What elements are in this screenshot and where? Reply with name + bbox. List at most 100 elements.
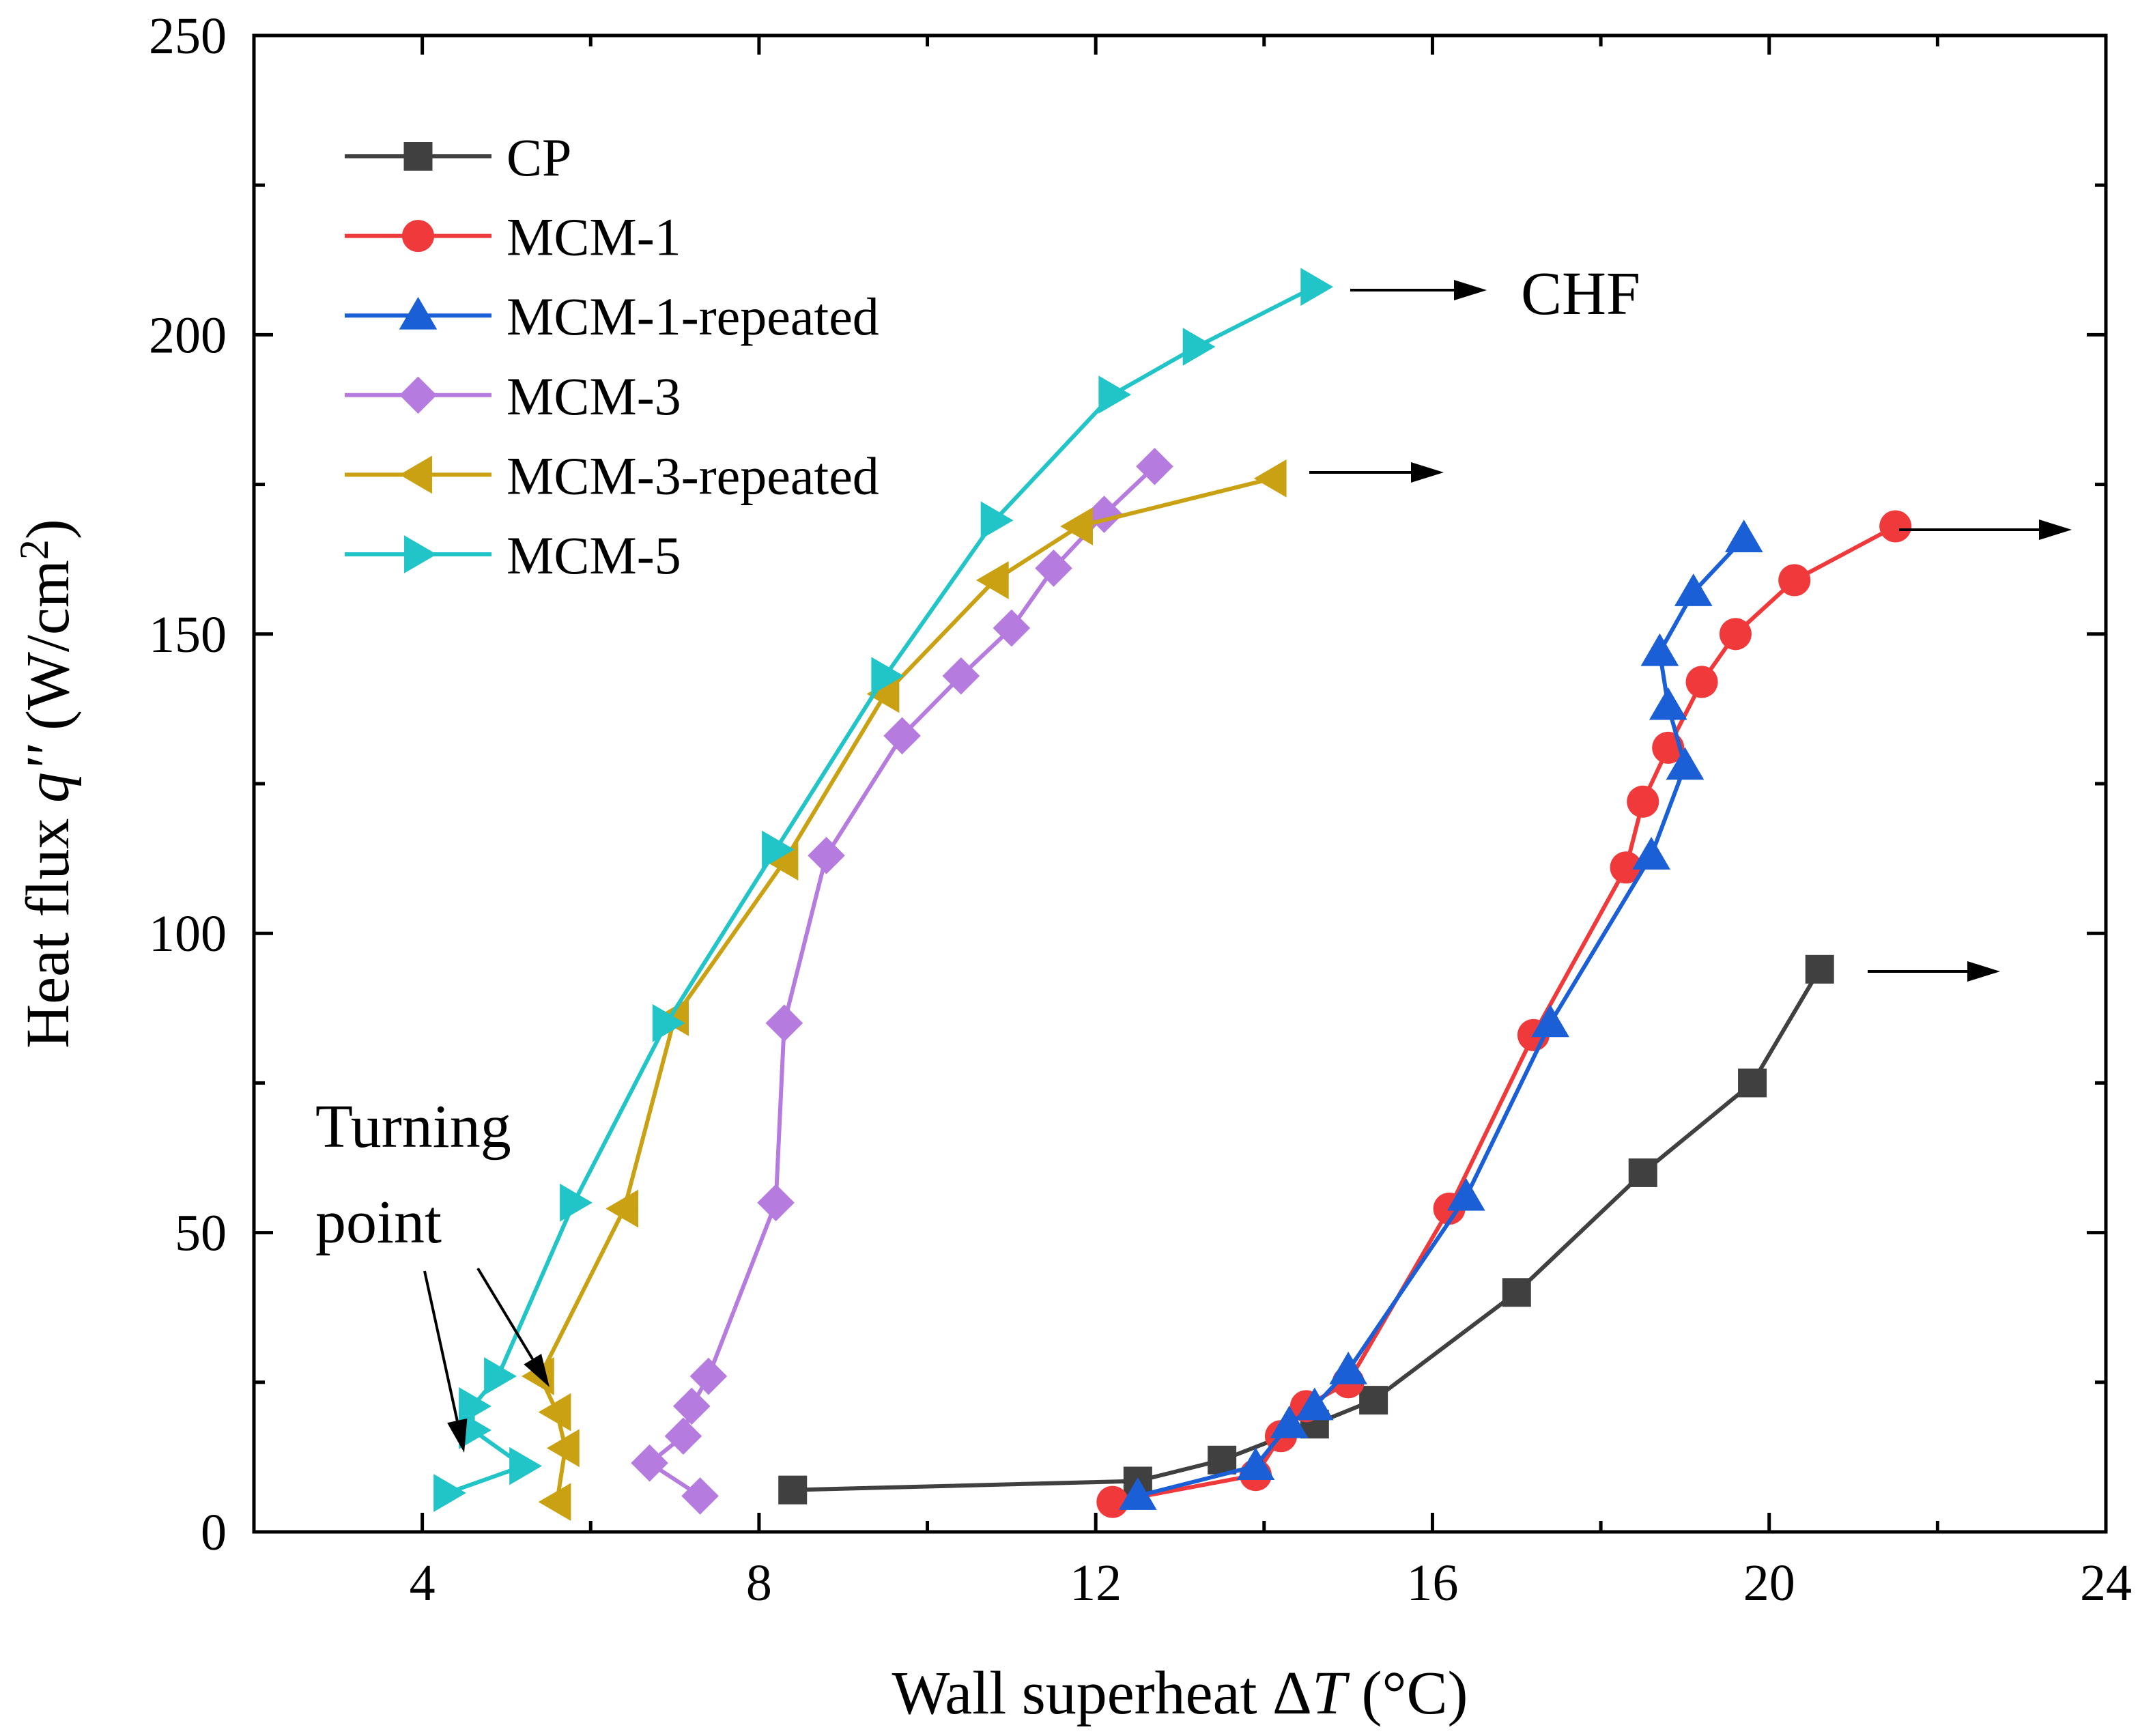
turning-point-arrow-mcm-5-head bbox=[447, 1418, 468, 1453]
data-point-mcm-1 bbox=[1627, 785, 1659, 818]
series-mcm-3 bbox=[631, 447, 1173, 1515]
legend-label-mcm-1-repeated: MCM-1-repeated bbox=[507, 287, 879, 346]
x-tick-label: 4 bbox=[410, 1554, 436, 1612]
legend-marker-mcm-1-repeated bbox=[399, 296, 438, 330]
data-series bbox=[433, 268, 1912, 1522]
legend-label-mcm-3: MCM-3 bbox=[507, 367, 681, 426]
data-point-cp bbox=[1502, 1278, 1531, 1307]
chf-label: CHF bbox=[1521, 260, 1640, 328]
data-point-mcm-3 bbox=[689, 1357, 728, 1395]
legend-label-mcm-3-repeated: MCM-3-repeated bbox=[507, 446, 879, 505]
chf-arrow-cp-head bbox=[1967, 961, 2000, 982]
legend-item-mcm-1: MCM-1 bbox=[345, 208, 681, 267]
chf-arrow-mcm-1 bbox=[1899, 520, 2072, 540]
data-point-mcm-3 bbox=[631, 1444, 668, 1482]
turning-point-arrow-mcm-3-repeated bbox=[476, 1267, 550, 1387]
data-point-mcm-5 bbox=[484, 1357, 517, 1395]
data-point-mcm-5 bbox=[652, 1004, 685, 1042]
legend-label-mcm-1: MCM-1 bbox=[507, 208, 681, 267]
data-point-mcm-1-repeated bbox=[1236, 1447, 1275, 1481]
data-point-mcm-1-repeated bbox=[1724, 520, 1763, 552]
plot-frame bbox=[252, 33, 2108, 1534]
data-point-cp bbox=[1628, 1158, 1657, 1187]
data-point-mcm-3-repeated bbox=[866, 674, 900, 713]
data-point-mcm-3-repeated bbox=[975, 561, 1009, 599]
turning-point-label-line2: point bbox=[315, 1189, 442, 1256]
series-mcm-1-repeated bbox=[1118, 520, 1763, 1510]
y-tick-label: 0 bbox=[201, 1504, 227, 1561]
data-point-mcm-3-repeated bbox=[546, 1429, 580, 1468]
data-point-mcm-5 bbox=[1182, 328, 1216, 366]
tick-labels: 4 8 12 16 20 24 0 50 100 150 200 250 bbox=[149, 8, 2132, 1612]
x-tick-label: 24 bbox=[2080, 1554, 2132, 1612]
data-point-mcm-3 bbox=[808, 836, 845, 874]
data-point-mcm-1-repeated bbox=[1640, 633, 1679, 666]
data-point-mcm-5 bbox=[1098, 375, 1132, 414]
data-point-mcm-5 bbox=[433, 1474, 466, 1512]
data-point-mcm-3 bbox=[765, 1004, 803, 1042]
data-point-mcm-1-repeated bbox=[1270, 1405, 1309, 1438]
data-point-mcm-3 bbox=[664, 1417, 702, 1455]
data-point-mcm-1 bbox=[1685, 666, 1718, 698]
turning-point-arrow-mcm-5 bbox=[423, 1270, 468, 1453]
chf-arrow-mcm-3-repeated bbox=[1309, 462, 1444, 483]
data-point-mcm-1-repeated bbox=[1666, 747, 1705, 780]
data-point-mcm-3 bbox=[883, 717, 921, 755]
data-point-mcm-3-repeated bbox=[538, 1483, 571, 1522]
x-axis-title: Wall superheat ΔT (°C) bbox=[892, 1660, 1468, 1727]
y-tick-label: 250 bbox=[149, 8, 227, 65]
legend-item-cp: CP bbox=[345, 128, 571, 187]
data-point-mcm-3 bbox=[681, 1477, 719, 1515]
legend-item-mcm-5: MCM-5 bbox=[345, 526, 681, 585]
series-mcm-3-repeated bbox=[521, 459, 1287, 1522]
data-point-mcm-3 bbox=[672, 1387, 711, 1425]
data-point-cp bbox=[778, 1475, 808, 1505]
data-point-cp bbox=[1738, 1068, 1767, 1098]
y-tick-label: 200 bbox=[149, 307, 227, 364]
data-point-mcm-5 bbox=[980, 501, 1014, 540]
data-point-mcm-1-repeated bbox=[1674, 573, 1713, 606]
chf-arrow-mcm-5 bbox=[1350, 280, 1487, 300]
y-tick-label: 50 bbox=[175, 1205, 227, 1262]
chf-arrow-cp bbox=[1868, 961, 2000, 982]
x-tick-label: 20 bbox=[1743, 1554, 1795, 1612]
x-tick-label: 8 bbox=[746, 1554, 772, 1612]
y-tick-label: 150 bbox=[149, 606, 227, 664]
x-tick-label: 12 bbox=[1070, 1554, 1122, 1612]
legend: CP MCM-1 MCM-1-repeated MCM-3 MCM-3-repeated… bbox=[345, 128, 879, 585]
turning-point-arrow-mcm-3-repeated-shaft bbox=[476, 1267, 534, 1360]
legend-marker-mcm-3-repeated bbox=[399, 455, 432, 494]
data-point-mcm-1 bbox=[1778, 564, 1811, 597]
data-point-mcm-5 bbox=[509, 1447, 542, 1485]
data-point-mcm-3 bbox=[1136, 447, 1173, 485]
data-point-mcm-1-repeated bbox=[1632, 836, 1670, 870]
data-point-cp bbox=[1359, 1386, 1388, 1415]
chf-arrow-mcm-1-head bbox=[2039, 520, 2072, 540]
legend-marker-mcm-3 bbox=[399, 376, 437, 414]
data-point-mcm-5 bbox=[459, 1387, 491, 1425]
data-point-mcm-3 bbox=[1035, 550, 1072, 587]
y-axis-title: Heat flux q'' (W/cm2) bbox=[12, 519, 82, 1049]
data-point-mcm-5 bbox=[762, 830, 795, 869]
data-point-cp bbox=[1805, 954, 1834, 984]
legend-label-mcm-5: MCM-5 bbox=[507, 526, 681, 585]
data-point-mcm-1-repeated bbox=[1295, 1387, 1334, 1421]
turning-point-arrow-mcm-5-shaft bbox=[423, 1270, 459, 1421]
chf-arrow-mcm-3-repeated-head bbox=[1411, 462, 1444, 483]
data-point-mcm-1 bbox=[1879, 510, 1912, 543]
data-point-mcm-1 bbox=[1610, 851, 1642, 884]
data-point-mcm-3 bbox=[942, 657, 980, 695]
data-point-mcm-3 bbox=[757, 1184, 795, 1222]
annotations: CHF Turning point bbox=[315, 260, 2072, 1453]
chf-arrow-mcm-5-head bbox=[1454, 280, 1487, 300]
data-point-mcm-3-repeated bbox=[1060, 507, 1093, 545]
data-point-mcm-1-repeated bbox=[1329, 1351, 1367, 1384]
data-point-mcm-3-repeated bbox=[605, 1189, 639, 1228]
legend-item-mcm-1-repeated: MCM-1-repeated bbox=[345, 287, 879, 346]
x-tick-label: 16 bbox=[1406, 1554, 1458, 1612]
legend-item-mcm-3: MCM-3 bbox=[345, 367, 681, 426]
legend-marker-mcm-1 bbox=[401, 220, 435, 253]
data-point-mcm-3-repeated bbox=[538, 1393, 571, 1432]
